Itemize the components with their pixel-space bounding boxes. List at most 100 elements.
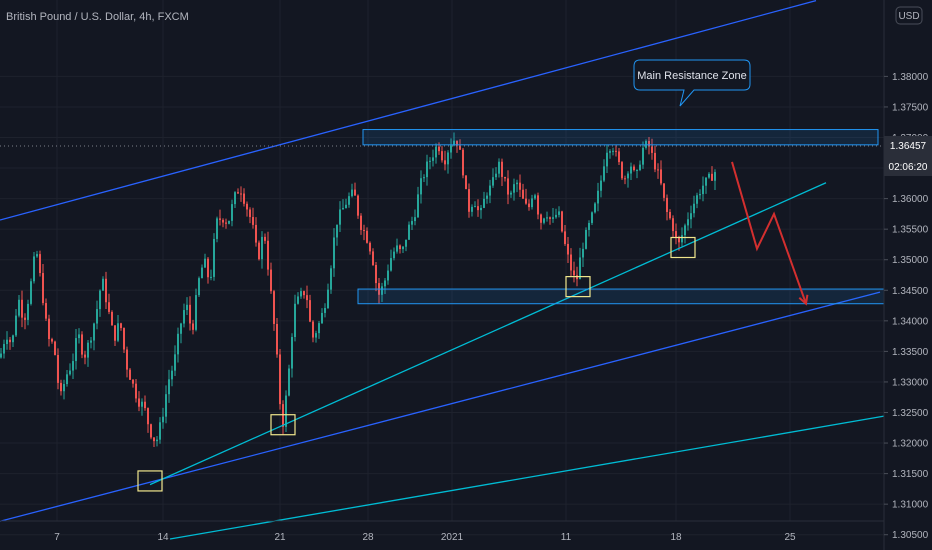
time-tick-label: 14 <box>157 532 169 543</box>
candle-body <box>525 198 527 204</box>
candle-body <box>363 229 365 231</box>
candle-body <box>327 289 329 308</box>
price-tick-label: 1.30500 <box>892 530 929 541</box>
candle-body <box>579 257 581 280</box>
candle-body <box>255 224 257 243</box>
candle-body <box>477 206 479 211</box>
candle-body <box>36 254 38 257</box>
candle-body <box>6 339 8 345</box>
candle-body <box>288 368 290 396</box>
candle-body <box>162 416 164 423</box>
candle-body <box>702 185 704 195</box>
candle-body <box>282 404 284 427</box>
candle-body <box>84 354 86 358</box>
candle-body <box>630 166 632 174</box>
candle-body <box>33 256 35 282</box>
drawing-overlays <box>0 0 885 540</box>
candle-body <box>471 206 473 212</box>
candle-body <box>711 173 713 181</box>
currency-badge[interactable] <box>895 6 923 25</box>
price-tick-label: 1.35500 <box>892 225 929 236</box>
pivot-highlight-box <box>670 236 696 259</box>
candle-body <box>486 195 488 199</box>
candle-body <box>411 221 413 225</box>
candle-body <box>609 151 611 153</box>
candle-body <box>372 251 374 266</box>
candle-body <box>303 291 305 296</box>
candle-body <box>402 246 404 250</box>
candle-body <box>195 295 197 330</box>
candle-body <box>528 203 530 208</box>
last-price-value: 1.36457 <box>890 141 927 152</box>
candle-body <box>114 325 116 341</box>
price-tick-label: 1.34000 <box>892 316 929 327</box>
candle-body <box>501 161 503 177</box>
projection-path <box>731 161 807 305</box>
candle-body <box>357 195 359 216</box>
candle-body <box>54 341 56 355</box>
trend-line <box>169 415 885 540</box>
candle-body <box>585 229 587 249</box>
candle-body <box>675 231 677 238</box>
candle-body <box>201 267 203 279</box>
candle-body <box>12 335 14 343</box>
candle-body <box>384 280 386 287</box>
candle-body <box>159 422 161 440</box>
candle-body <box>513 184 515 193</box>
candle-body <box>339 209 341 225</box>
candle-body <box>174 354 176 371</box>
candle-body <box>480 207 482 211</box>
time-tick-label: 7 <box>54 532 60 543</box>
candle-body <box>537 195 539 215</box>
candle-body <box>102 278 104 291</box>
candle-body <box>60 382 62 392</box>
candle-body <box>492 177 494 186</box>
candle-body <box>63 384 65 392</box>
candle-body <box>681 235 683 243</box>
candle-body <box>606 152 608 167</box>
candle-body <box>582 248 584 258</box>
candle-body <box>324 307 326 313</box>
candle-body <box>120 323 122 329</box>
candle-body <box>27 303 29 320</box>
candle-body <box>318 323 320 334</box>
candle-body <box>639 164 641 170</box>
candle-body <box>468 189 470 212</box>
time-axis[interactable]: 7 14 21 28 2021 11 18 25 <box>54 532 796 543</box>
candle-body <box>420 178 422 195</box>
candle-body <box>132 379 134 384</box>
candle-body <box>414 217 416 222</box>
price-tick-label: 1.31500 <box>892 469 929 480</box>
candle-body <box>285 395 287 427</box>
candle-body <box>183 310 185 324</box>
candle-body <box>51 339 53 342</box>
candle-body <box>252 217 254 225</box>
candle-body <box>549 217 551 219</box>
candle-body <box>624 178 626 180</box>
candle-body <box>192 323 194 330</box>
candle-body <box>708 173 710 178</box>
time-tick-label: 28 <box>362 532 374 543</box>
candle-body <box>207 258 209 278</box>
candle-body <box>390 258 392 271</box>
candle-body <box>219 218 221 220</box>
candle-body <box>555 214 557 218</box>
candle-body <box>123 328 125 350</box>
candle-body <box>573 270 575 276</box>
candle-body <box>267 240 269 270</box>
price-tick-label: 1.33500 <box>892 347 929 358</box>
resistance-callout[interactable]: Main Resistance Zone <box>633 59 751 107</box>
candle-body <box>243 193 245 204</box>
candle-body <box>105 278 107 303</box>
candle-body <box>690 213 692 220</box>
candle-body <box>135 383 137 399</box>
channel-line <box>0 291 881 522</box>
candle-body <box>24 317 26 320</box>
candle-body <box>636 169 638 171</box>
candle-body <box>351 189 353 197</box>
candle-body <box>297 296 299 304</box>
candle-body <box>336 224 338 238</box>
candle-body <box>93 323 95 341</box>
trend-line <box>149 182 827 486</box>
